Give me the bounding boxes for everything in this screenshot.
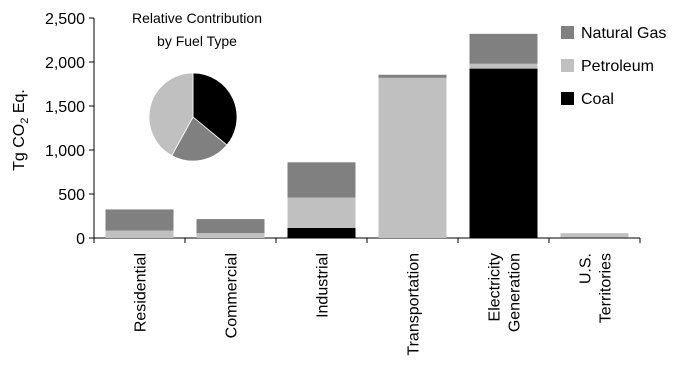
pie-slice-natural-gas: [171, 116, 228, 162]
y-tick-label: 1,000: [45, 143, 85, 160]
bar-segment-petroleum: [196, 233, 265, 238]
legend: Natural Gas Petroleum Coal: [561, 25, 666, 108]
bar-segment-natural-gas: [196, 219, 265, 234]
x-category-label: Residential: [133, 253, 150, 332]
bar-segment-coal: [560, 237, 629, 239]
bar-segment-natural-gas: [287, 162, 356, 198]
y-tick-label: 2,500: [45, 11, 85, 28]
y-tick-label: 2,000: [45, 55, 85, 72]
legend-label: Petroleum: [581, 58, 654, 75]
x-category-label: Industrial: [315, 253, 332, 318]
pie-slice-petroleum: [148, 72, 194, 157]
x-category-label: Generation: [507, 253, 524, 332]
bar-segment-natural-gas: [105, 209, 174, 231]
bar-segment-coal: [469, 68, 538, 238]
x-category-label: Commercial: [224, 253, 241, 338]
legend-label: Coal: [581, 91, 614, 108]
inset-pie-chart: Relative Contribution by Fuel Type: [132, 10, 262, 162]
bar-segment-petroleum: [287, 197, 356, 228]
bar-segment-petroleum: [560, 233, 629, 238]
y-tick-label: 500: [58, 187, 85, 204]
legend-swatch: [561, 59, 574, 72]
bar-segment-petroleum: [469, 63, 538, 69]
bar-segment-natural-gas: [378, 74, 447, 78]
bar-segment-natural-gas: [469, 33, 538, 64]
legend-swatch: [561, 26, 574, 39]
legend-swatch: [561, 92, 574, 105]
y-tick-label: 1,500: [45, 99, 85, 116]
x-axis-categories: Residential Commercial Industrial Transport…: [93, 238, 641, 356]
bar-segment-coal: [287, 227, 356, 238]
pie-title: by Fuel Type: [157, 33, 237, 49]
y-tick-label: 0: [76, 231, 85, 248]
x-category-label: Electricity: [487, 253, 504, 321]
bar-segment-petroleum: [378, 77, 447, 238]
x-category-label: U.S.: [578, 253, 595, 284]
pie-slice-coal: [192, 72, 238, 146]
x-category-label: Transportation: [406, 253, 423, 356]
pie-title: Relative Contribution: [132, 10, 262, 26]
legend-label: Natural Gas: [581, 25, 666, 42]
y-axis-label: Tg CO2 Eq.: [11, 89, 31, 171]
bar-segment-petroleum: [105, 230, 174, 238]
bars: [105, 33, 629, 239]
x-category-label: Territories: [598, 253, 615, 323]
